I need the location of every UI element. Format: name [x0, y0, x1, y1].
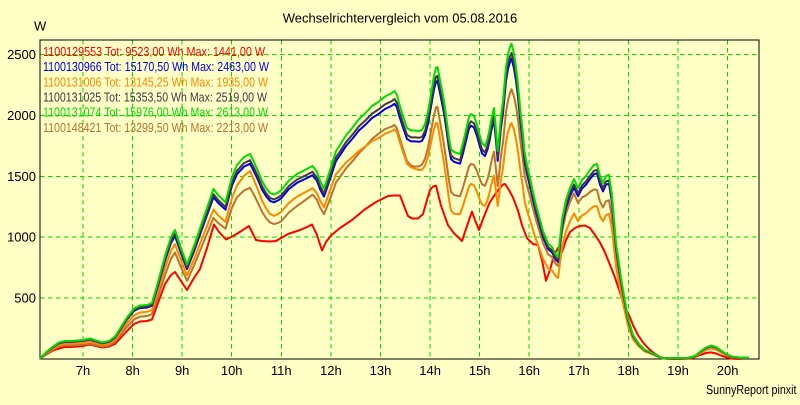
svg-text:2500: 2500 [7, 47, 36, 62]
svg-text:12h: 12h [320, 363, 342, 378]
svg-text:1100148421 Tot: 13299,50 Wh Ma: 1100148421 Tot: 13299,50 Wh Max: 2213,00… [43, 120, 269, 135]
svg-text:Wechselrichtervergleich vom 05: Wechselrichtervergleich vom 05.08.2016 [283, 11, 518, 26]
svg-text:1100131006 Tot: 13145,25 Wh Ma: 1100131006 Tot: 13145,25 Wh Max: 1935,00… [43, 74, 269, 89]
svg-text:8h: 8h [125, 363, 139, 378]
svg-text:20h: 20h [717, 363, 739, 378]
svg-text:1100131025 Tot: 15353,50 Wh Ma: 1100131025 Tot: 15353,50 Wh Max: 2519,00… [43, 90, 268, 105]
svg-text:500: 500 [14, 291, 36, 306]
svg-text:7h: 7h [76, 363, 90, 378]
svg-text:14h: 14h [419, 363, 441, 378]
svg-text:13h: 13h [370, 363, 392, 378]
svg-text:1000: 1000 [7, 230, 36, 245]
svg-text:17h: 17h [568, 363, 590, 378]
svg-text:9h: 9h [175, 363, 189, 378]
svg-text:1100129553 Tot: 9523,00 Wh Max: 1100129553 Tot: 9523,00 Wh Max: 1441,00 … [43, 44, 266, 59]
svg-text:W: W [34, 19, 47, 34]
svg-text:16h: 16h [518, 363, 540, 378]
svg-text:SunnyReport pinxit: SunnyReport pinxit [706, 382, 797, 397]
svg-text:1100131074 Tot: 15976,00 Wh Ma: 1100131074 Tot: 15976,00 Wh Max: 2613,00… [43, 105, 269, 120]
svg-text:15h: 15h [469, 363, 491, 378]
svg-text:18h: 18h [618, 363, 640, 378]
svg-text:1100130966 Tot: 15170,50 Wh Ma: 1100130966 Tot: 15170,50 Wh Max: 2463,00… [43, 59, 270, 74]
svg-text:2000: 2000 [7, 108, 36, 123]
svg-text:11h: 11h [271, 363, 292, 378]
svg-text:10h: 10h [221, 363, 243, 378]
svg-text:19h: 19h [667, 363, 689, 378]
svg-text:1500: 1500 [7, 169, 36, 184]
